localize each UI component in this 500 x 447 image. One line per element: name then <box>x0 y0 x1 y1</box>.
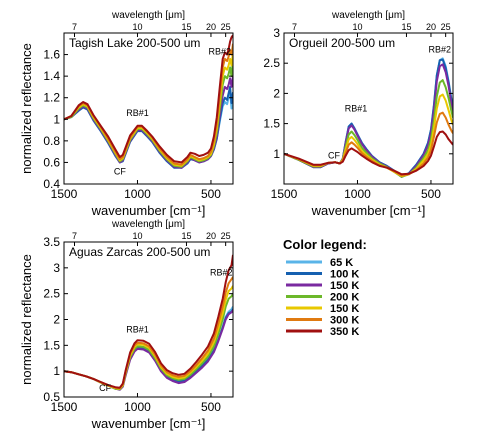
y-tick-label: 2.5 <box>263 56 280 70</box>
y-tick-label: 3 <box>273 26 280 40</box>
plot-frame <box>63 241 234 398</box>
top-tick-label: 25 <box>221 231 231 241</box>
top-tick-label: 10 <box>352 22 362 32</box>
x-axis-label: wavenumber [cm⁻¹] <box>91 416 206 431</box>
top-tick-label: 20 <box>426 22 436 32</box>
x-tick-label: 1000 <box>124 187 151 201</box>
y-tick-label: 0.8 <box>43 134 60 148</box>
y-tick-label: 3 <box>53 261 60 275</box>
y-tick-label: 1 <box>53 364 60 378</box>
series-group <box>284 57 453 178</box>
x-tick-label: 1500 <box>271 187 298 201</box>
y-tick-label: 0.4 <box>43 177 60 191</box>
top-tick-label: 20 <box>206 22 216 32</box>
y-tick-label: 2 <box>273 86 280 100</box>
annotation-label: RB#2 <box>210 268 233 278</box>
legend-title: Color legend: <box>283 237 367 252</box>
legend-item-label: 150 K <box>330 303 359 315</box>
top-tick-label: 7 <box>72 231 77 241</box>
series-line-200k-3 <box>64 293 233 391</box>
y-axis-label: normalized reflectance <box>19 254 34 385</box>
y-tick-label: 0.5 <box>43 390 60 404</box>
legend-item-label: 300 K <box>330 315 359 327</box>
plot-frame <box>283 32 454 185</box>
x-tick-label: 500 <box>421 187 441 201</box>
y-axis-label: normalized reflectance <box>19 43 34 174</box>
chart-orgueil: 1 1.5 2 2.5 3 1500 1000 500 7 10 15 20 25 Orgueil 200… <box>263 10 454 218</box>
top-axis-label: wavelength [μm] <box>111 219 185 230</box>
top-tick-label: 7 <box>72 22 77 32</box>
top-axis-label: wavelength [μm] <box>331 10 405 21</box>
panel-title: Orgueil 200-500 um <box>289 36 395 50</box>
top-tick-label: 25 <box>441 22 451 32</box>
y-tick-label: 3.5 <box>43 235 60 249</box>
top-tick-label: 15 <box>181 231 191 241</box>
top-tick-label: 15 <box>181 22 191 32</box>
y-tick-label: 1 <box>273 147 280 161</box>
series-line-150k-2 <box>64 75 233 169</box>
series-group <box>64 254 233 391</box>
top-tick-label: 10 <box>132 231 142 241</box>
top-tick-label: 20 <box>206 231 216 241</box>
y-tick-label: 2 <box>53 313 60 327</box>
legend-item-label: 100 K <box>330 269 359 281</box>
series-line-350k-6 <box>64 34 233 164</box>
y-tick-label: 1.6 <box>43 48 60 62</box>
annotation-label: RB#1 <box>126 324 149 334</box>
y-tick-label: 1.5 <box>43 338 60 352</box>
panel-title: Aguas Zarcas 200-500 um <box>69 245 210 259</box>
x-tick-label: 1500 <box>51 400 78 414</box>
x-axis-label: wavenumber [cm⁻¹] <box>91 203 206 218</box>
y-tick-label: 0.6 <box>43 155 60 169</box>
top-tick-label: 10 <box>132 22 142 32</box>
top-tick-label: 7 <box>292 22 297 32</box>
annotation-label: RB#2 <box>209 47 232 57</box>
legend-item-label: 350 K <box>330 326 359 338</box>
x-tick-label: 1000 <box>124 400 151 414</box>
series-group <box>64 34 233 169</box>
x-tick-label: 1000 <box>344 187 371 201</box>
annotation-label: CF <box>328 151 340 161</box>
legend-item-label: 150 K <box>330 280 359 292</box>
x-tick-label: 1500 <box>51 187 78 201</box>
y-tick-label: 1 <box>53 112 60 126</box>
top-axis-label: wavelength [μm] <box>111 10 185 21</box>
x-tick-label: 500 <box>201 400 221 414</box>
series-line-300k-5 <box>64 43 233 166</box>
series-line-350k-6 <box>284 130 453 176</box>
annotation-label: RB#1 <box>126 108 149 118</box>
annotation-label: CF <box>99 383 111 393</box>
y-tick-label: 1.5 <box>263 117 280 131</box>
annotation-label: RB#1 <box>345 104 368 114</box>
series-line-150k-4 <box>64 285 233 390</box>
top-tick-label: 15 <box>401 22 411 32</box>
top-tick-label: 25 <box>221 22 231 32</box>
x-axis-label: wavenumber [cm⁻¹] <box>311 203 426 218</box>
chart-tagish-lake: 0.4 0.6 0.8 1 1.2 1.4 1.6 1500 1000 500 7 10 15 20 25 T… <box>19 10 234 218</box>
legend-item-label: 200 K <box>330 292 359 304</box>
y-tick-label: 1.2 <box>43 91 60 105</box>
y-tick-label: 1.4 <box>43 69 60 83</box>
series-line-350k-6 <box>64 254 233 389</box>
y-tick-label: 2.5 <box>43 287 60 301</box>
x-tick-label: 500 <box>201 187 221 201</box>
annotation-label: CF <box>114 166 126 176</box>
chart-aguas-zarcas: 0.5 1 1.5 2 2.5 3 3.5 1500 1000 500 7 10 15 20 25 Aguas… <box>19 219 234 431</box>
panel-title: Tagish Lake 200-500 um <box>69 36 200 50</box>
legend-item-label: 65 K <box>330 257 353 269</box>
annotation-label: RB#2 <box>429 44 452 54</box>
plot-frame <box>63 32 234 185</box>
